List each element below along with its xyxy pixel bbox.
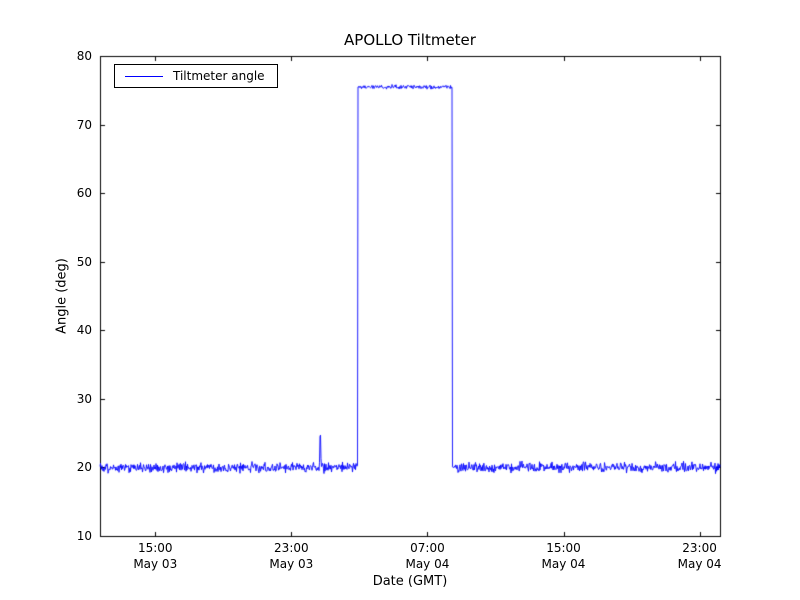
x-tick-label: 15:00 May 04 <box>541 541 586 571</box>
y-tick-label: 20 <box>76 460 92 475</box>
y-tick-label: 60 <box>76 186 92 201</box>
y-tick-label: 70 <box>76 117 92 132</box>
x-axis-label: Date (GMT) <box>372 574 448 589</box>
y-tick-label: 30 <box>76 391 92 406</box>
x-tick-label: 15:00 May 03 <box>133 541 178 571</box>
chart-title: APOLLO Tiltmeter <box>344 31 476 49</box>
y-tick-label: 40 <box>76 323 92 338</box>
x-tick-label: 23:00 May 03 <box>269 541 314 571</box>
x-tick-label: 07:00 May 04 <box>405 541 450 571</box>
y-tick-label: 10 <box>76 529 92 543</box>
legend: Tiltmeter angle <box>114 64 278 88</box>
legend-label: Tiltmeter angle <box>173 69 265 83</box>
legend-line-sample <box>125 75 163 77</box>
y-tick-label: 80 <box>76 49 92 63</box>
x-tick-label: 23:00 May 04 <box>677 541 722 571</box>
y-tick-label: 50 <box>76 254 92 269</box>
